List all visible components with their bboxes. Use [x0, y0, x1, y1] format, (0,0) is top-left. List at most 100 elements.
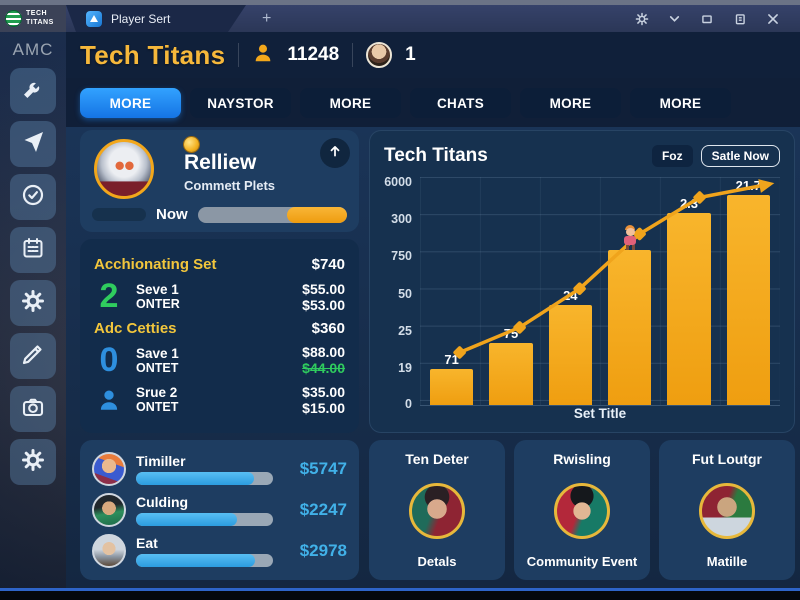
earner-name: Eat — [136, 535, 158, 551]
tab-more-2[interactable]: MORE — [300, 88, 401, 118]
check-circle-icon — [21, 183, 45, 212]
stat-value-discount: $44.00 — [302, 360, 345, 377]
gear-icon — [21, 289, 45, 318]
stat-value: $35.00 — [302, 383, 345, 400]
coin-badge-icon — [184, 137, 199, 152]
earner-name: Culding — [136, 494, 189, 510]
card-rwisling[interactable]: Rwisling Community Event — [514, 440, 650, 580]
card-avatar — [699, 482, 755, 539]
earner-row: Culding $2247 — [92, 493, 347, 527]
stat-sublabel: ONTET — [136, 400, 179, 415]
chart-bar — [489, 343, 533, 405]
earner-fill — [136, 554, 256, 567]
sidebar-item-edit[interactable] — [10, 333, 56, 379]
earner-progress-bar — [136, 472, 273, 485]
page-title: Tech Titans — [80, 39, 226, 70]
sidebar-item-screenshot[interactable] — [10, 386, 56, 432]
tab-more-1[interactable]: MORE — [80, 88, 181, 118]
chart-title: Tech Titans — [384, 145, 488, 166]
online-avatar — [366, 42, 393, 68]
card-avatar — [409, 482, 465, 539]
minimize-icon[interactable] — [700, 12, 714, 26]
stat-label: Save 1 — [136, 345, 179, 361]
earner-row: Eat $2978 — [92, 534, 347, 568]
y-tick: 6000 — [384, 174, 412, 189]
brand-logo-text: TECH TITANS — [26, 10, 54, 26]
left-toolbar: AMC — [0, 32, 66, 588]
calendar-icon — [21, 236, 45, 265]
y-tick: 19 — [398, 361, 412, 376]
earner-fill — [136, 513, 238, 526]
stat-value: $55.00 — [302, 280, 345, 297]
card-title: Fut Loutgr — [692, 451, 762, 467]
active-app-tab[interactable]: Player Sert — [66, 5, 246, 32]
tab-chats[interactable]: CHATS — [410, 88, 511, 118]
profile-progress-fill — [287, 206, 347, 223]
profile-subtitle: Commett Plets — [184, 178, 276, 193]
level-up-button[interactable] — [320, 138, 350, 168]
camera-icon — [21, 395, 45, 424]
sidebar-item-wrench[interactable] — [10, 68, 56, 114]
section-tabs: MORE NAYSTOR MORE CHATS MORE MORE — [66, 78, 800, 127]
new-tab-button[interactable]: + — [262, 9, 272, 27]
earner-value: $2247 — [299, 500, 347, 519]
earner-avatar — [92, 452, 126, 486]
card-title: Ten Deter — [405, 451, 469, 467]
players-icon — [252, 42, 274, 69]
progress-pill — [92, 208, 146, 221]
card-caption: Detals — [417, 554, 457, 569]
close-icon[interactable] — [766, 12, 780, 26]
earner-value: $5747 — [299, 459, 347, 478]
card-caption: Matille — [706, 554, 748, 569]
stat-number: 0 — [99, 341, 119, 380]
chart-bar — [607, 249, 652, 405]
bar-label: 71 — [444, 351, 459, 367]
stat-sublabel: ONTET — [136, 360, 179, 375]
window-bottom-strip — [0, 588, 800, 600]
app-tab-title: Player Sert — [111, 11, 171, 26]
chart-bar — [667, 213, 711, 405]
card-caption: Community Event — [526, 554, 638, 569]
online-count: 1 — [405, 44, 416, 65]
subscribe-button[interactable]: Satle Now — [700, 145, 780, 167]
settings-gear-icon[interactable] — [635, 12, 649, 26]
earner-progress-bar — [136, 513, 273, 526]
stat-row: 2 Seve 1 ONTER $55.00 $53.00 — [94, 280, 345, 314]
y-tick: 300 — [391, 211, 412, 226]
profile-progress-bar — [197, 206, 347, 223]
sidebar-item-preferences[interactable] — [10, 439, 56, 485]
sidebar-item-settings[interactable] — [10, 280, 56, 326]
chart-x-caption: Set Title — [573, 406, 627, 421]
progress-label: Now — [156, 206, 188, 223]
stat-value: $53.00 — [302, 296, 345, 313]
chevron-down-icon[interactable] — [668, 12, 681, 25]
earner-avatar — [92, 493, 126, 527]
chart-bar — [726, 195, 770, 405]
person-icon — [94, 387, 124, 413]
sidebar-item-calendar[interactable] — [10, 227, 56, 273]
y-tick: 750 — [391, 249, 412, 264]
players-count: 11248 — [287, 44, 340, 65]
chart-card: Tech Titans Foz Satle Now 6000 300 750 — [369, 130, 795, 433]
divider — [238, 43, 240, 67]
browser-tab-bar: TECH TITANS Player Sert + — [0, 5, 800, 32]
foz-button[interactable]: Foz — [651, 145, 693, 167]
stat-sublabel: ONTER — [136, 297, 180, 312]
stat-value: $88.00 — [302, 344, 345, 361]
tab-more-3[interactable]: MORE — [520, 88, 621, 118]
earner-value: $2978 — [299, 541, 347, 560]
stats-section-header: Adc Cetties $360 — [94, 320, 345, 337]
restore-window-icon[interactable] — [733, 12, 747, 26]
divider — [352, 43, 354, 67]
card-fut-loutgr[interactable]: Fut Loutgr Matille — [659, 440, 795, 580]
sidebar-item-tasks[interactable] — [10, 174, 56, 220]
stat-value: $15.00 — [302, 399, 345, 416]
bar-label: 75 — [503, 326, 519, 342]
card-ten-deter[interactable]: Ten Deter Detals — [369, 440, 505, 580]
tab-more-4[interactable]: MORE — [630, 88, 731, 118]
tab-naystor[interactable]: NAYSTOR — [190, 88, 291, 118]
sidebar-item-send[interactable] — [10, 121, 56, 167]
card-title: Rwisling — [553, 451, 611, 467]
chart-y-axis: 6000 300 750 50 25 19 0 — [384, 174, 420, 411]
y-tick: 50 — [398, 286, 412, 301]
